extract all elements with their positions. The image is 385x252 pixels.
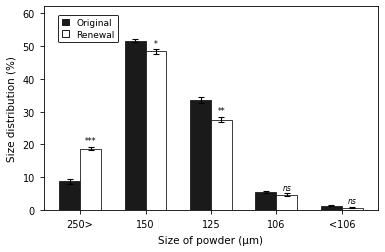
X-axis label: Size of powder (μm): Size of powder (μm) xyxy=(159,235,263,245)
Bar xyxy=(276,195,297,211)
Bar xyxy=(321,206,342,211)
Bar xyxy=(211,120,232,211)
Bar xyxy=(342,208,363,211)
Text: ***: *** xyxy=(85,137,96,146)
Y-axis label: Size distribution (%): Size distribution (%) xyxy=(7,56,17,162)
Text: *: * xyxy=(154,39,158,48)
Bar xyxy=(125,41,146,211)
Bar xyxy=(146,52,166,211)
Bar xyxy=(190,101,211,211)
Legend: Original, Renewal: Original, Renewal xyxy=(59,15,119,43)
Text: ns: ns xyxy=(348,197,357,206)
Bar xyxy=(59,182,80,211)
Bar xyxy=(80,149,101,211)
Text: ns: ns xyxy=(283,183,291,192)
Text: **: ** xyxy=(218,107,225,116)
Bar xyxy=(256,193,276,211)
